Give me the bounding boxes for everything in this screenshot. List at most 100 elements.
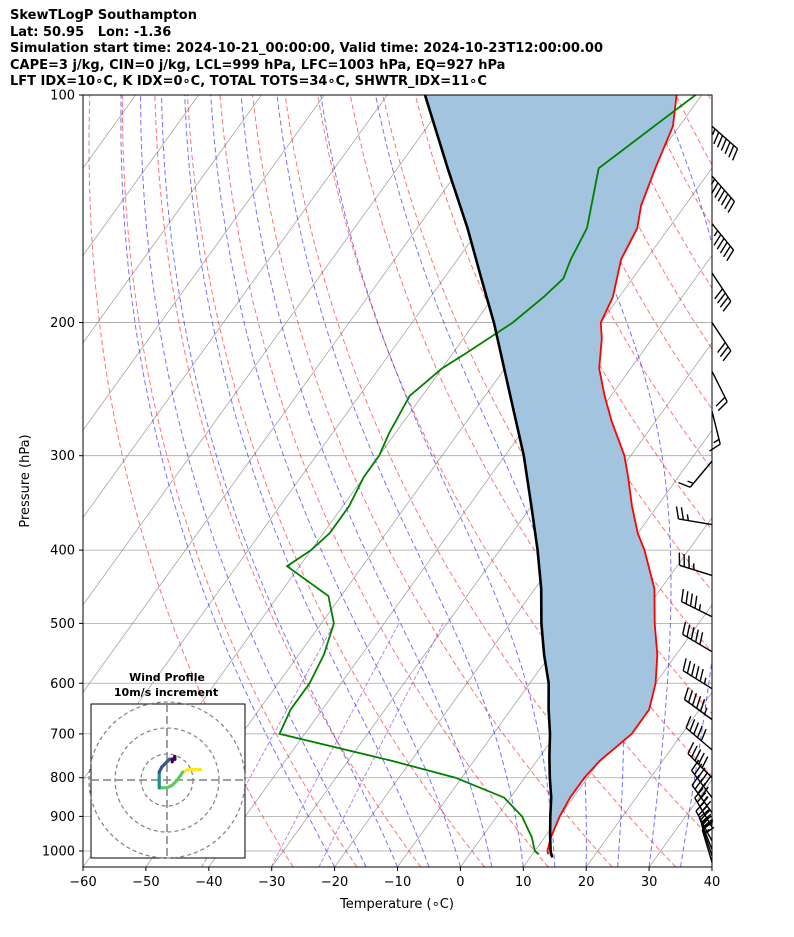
barb-shaft <box>685 727 713 751</box>
temperature-line <box>546 95 678 855</box>
wind-barb <box>678 460 713 488</box>
barb-flag <box>727 201 736 213</box>
barb-flag <box>715 396 726 407</box>
chart-title: SkewTLogP Southampton <box>10 8 197 23</box>
hodograph-trace-segment <box>170 754 177 764</box>
mixing-ratio-line <box>270 623 400 867</box>
barb-flag <box>691 693 698 706</box>
barb-flag <box>678 481 691 488</box>
barb-shaft <box>684 698 713 721</box>
simulation-times: Simulation start time: 2024-10-21_00:00:… <box>10 41 603 56</box>
isotherm <box>0 95 73 867</box>
barb-flag <box>690 745 698 758</box>
dry-adiabat <box>317 95 712 841</box>
barb-flag <box>694 595 698 609</box>
dry-adiabat <box>186 95 485 867</box>
barb-flag <box>719 346 729 358</box>
chart-header: SkewTLogP Southampton Lat: 50.95 Lon: -1… <box>10 8 603 91</box>
barb-flag <box>695 696 702 709</box>
wind-barb <box>685 715 713 751</box>
barb-flag <box>685 591 689 604</box>
barb-flag <box>691 759 700 771</box>
barb-shaft <box>679 564 713 577</box>
barb-flag <box>710 182 719 195</box>
barb-shaft <box>711 370 728 403</box>
barb-flag <box>702 818 714 828</box>
moist-adiabat <box>120 95 336 867</box>
barb-flag <box>720 138 727 151</box>
barb-half-flag <box>704 707 708 715</box>
barb-flag <box>716 135 724 148</box>
barb-half-flag <box>687 480 694 485</box>
barb-flag <box>686 660 692 674</box>
barb-flag <box>726 249 735 262</box>
barb-flag <box>724 141 731 155</box>
x-tick-label: −50 <box>132 875 159 890</box>
wind-barb <box>682 658 713 690</box>
stability-parameters: CAPE=3 j/kg, CIN=0 j/kg, LCL=999 hPa, LF… <box>10 57 506 73</box>
barb-flag <box>682 621 687 635</box>
moist-adiabat <box>240 95 493 867</box>
barb-flag <box>716 342 726 353</box>
wind-barb <box>709 411 721 452</box>
y-tick-label: 100 <box>50 89 75 104</box>
barb-flag <box>694 629 699 643</box>
wind-barb <box>691 759 713 799</box>
barb-shaft <box>691 770 713 799</box>
y-tick-label: 700 <box>50 727 75 742</box>
barb-flag <box>697 752 705 765</box>
mixing-ratio-line <box>318 623 444 867</box>
profile-lines <box>278 95 697 858</box>
x-tick-label: −30 <box>258 875 285 890</box>
barb-flag <box>687 742 695 754</box>
x-tick-label: −10 <box>384 875 411 890</box>
y-tick-label: 1000 <box>42 844 75 859</box>
barb-flag <box>709 443 721 452</box>
barb-shaft <box>711 175 735 203</box>
barb-flag <box>719 241 728 254</box>
barb-flag <box>682 658 687 671</box>
barb-shaft <box>711 272 732 302</box>
barb-flag <box>695 666 700 679</box>
moist-adiabat <box>660 95 712 867</box>
dry-adiabat <box>545 95 712 410</box>
dry-adiabat <box>774 95 794 867</box>
barb-flag <box>713 234 722 246</box>
moist-adiabat <box>184 95 430 867</box>
dry-adiabat <box>154 95 422 867</box>
isotherm <box>83 95 514 693</box>
dry-adiabat <box>382 95 712 715</box>
hodograph-title: Wind Profile <box>129 671 205 684</box>
wind-barb <box>678 552 713 577</box>
barb-flag <box>722 300 732 312</box>
barb-flag <box>719 296 729 308</box>
hodograph-subtitle: 10m/s increment <box>114 686 218 699</box>
barb-flag <box>689 593 694 607</box>
dry-adiabat <box>88 95 294 867</box>
moist-adiabat <box>210 95 461 867</box>
barb-flag <box>700 786 709 798</box>
x-tick-label: 10 <box>515 875 532 890</box>
barb-half-flag <box>711 128 716 136</box>
barb-flag <box>690 626 695 640</box>
barb-flag <box>685 715 692 729</box>
wind-barb <box>680 588 713 618</box>
x-axis-label: Temperature (∘C) <box>339 897 454 912</box>
isotherm <box>83 95 388 519</box>
barb-shaft <box>698 817 713 850</box>
isotherm <box>83 95 199 257</box>
barb-flag <box>717 401 728 412</box>
barb-half-flag <box>713 230 719 237</box>
x-tick-label: −40 <box>195 875 222 890</box>
barb-flag <box>700 698 706 712</box>
barb-half-flag <box>713 438 720 444</box>
barb-shaft <box>701 829 713 863</box>
wind-barb <box>710 175 736 213</box>
wind-barb <box>711 370 728 412</box>
barb-flag <box>687 690 694 703</box>
isotherm <box>711 866 712 867</box>
barb-flag <box>699 668 704 682</box>
barb-flag <box>714 186 722 198</box>
x-tick-label: 0 <box>456 875 464 890</box>
